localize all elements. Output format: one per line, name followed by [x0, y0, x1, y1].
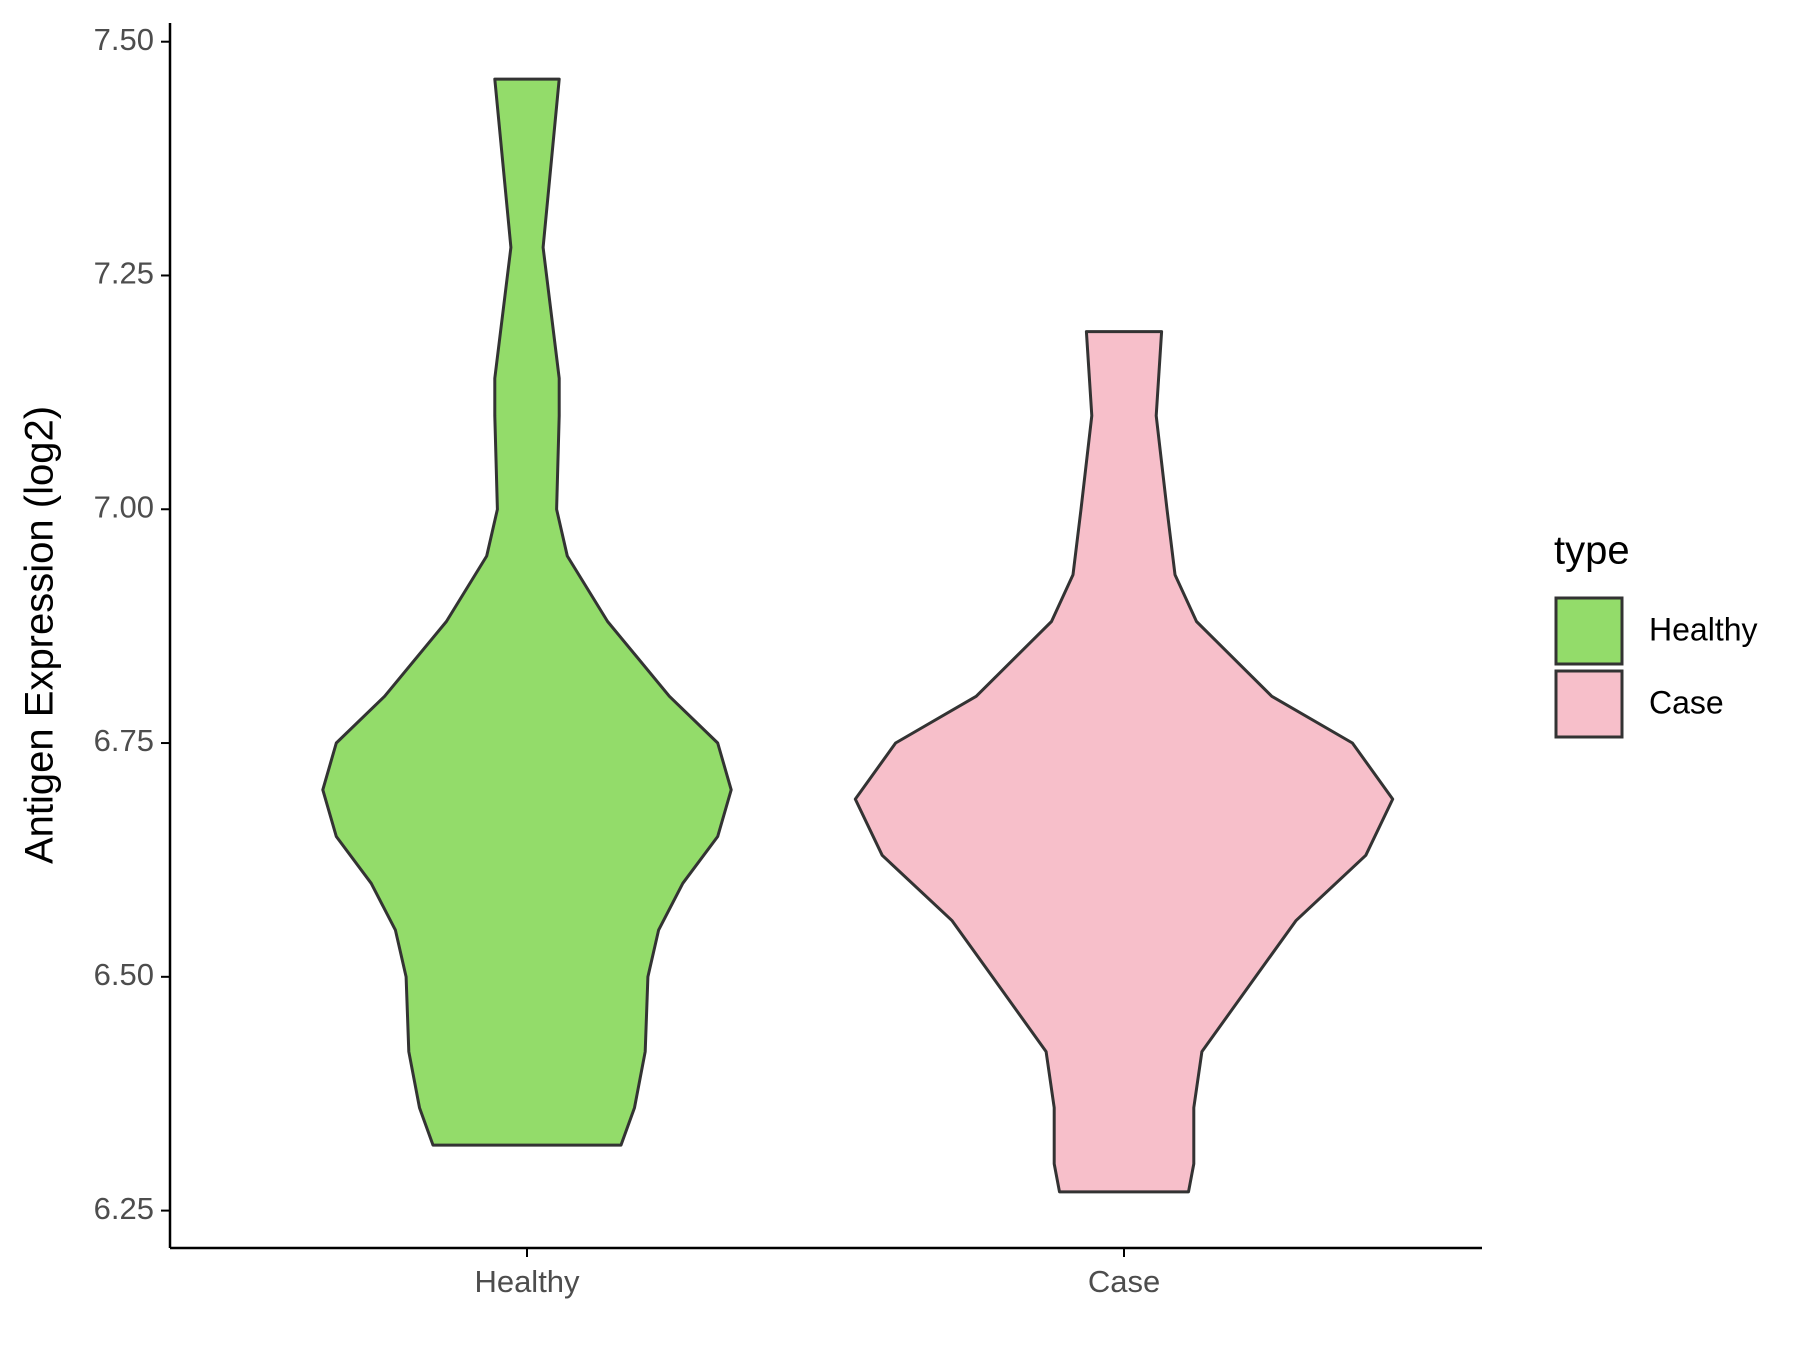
y-tick-label: 6.25 — [94, 1191, 154, 1226]
y-tick-label: 6.50 — [94, 957, 154, 992]
legend-label: Healthy — [1649, 611, 1758, 647]
y-tick-label: 7.25 — [94, 256, 154, 291]
legend-title: type — [1554, 529, 1630, 573]
violin — [853, 330, 1395, 1194]
legend-key — [1554, 596, 1624, 666]
x-tick-label: Case — [1088, 1264, 1160, 1299]
y-tick-label: 7.50 — [94, 22, 154, 57]
x-tick-label: Healthy — [474, 1264, 580, 1299]
y-tick-label: 7.00 — [94, 489, 154, 524]
violin — [321, 77, 733, 1147]
legend-key — [1554, 669, 1624, 739]
legend-label: Case — [1649, 684, 1724, 720]
y-tick-label: 6.75 — [94, 723, 154, 758]
y-axis-title: Antigen Expression (log2) — [18, 406, 62, 864]
